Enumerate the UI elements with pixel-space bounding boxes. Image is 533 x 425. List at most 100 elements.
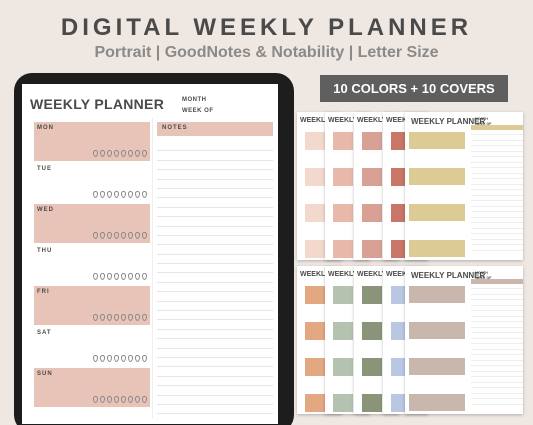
water-drop-icon[interactable] bbox=[142, 396, 147, 403]
planner-title: WEEKLY PLANNER bbox=[30, 96, 165, 112]
notes-header: NOTES bbox=[157, 122, 273, 136]
water-drop-icon[interactable] bbox=[128, 314, 133, 321]
water-drop-icon[interactable] bbox=[107, 191, 112, 198]
day-block-wed[interactable]: WED bbox=[34, 204, 150, 243]
water-drop-icon[interactable] bbox=[114, 314, 119, 321]
water-drop-icon[interactable] bbox=[93, 191, 98, 198]
water-drop-icon[interactable] bbox=[93, 396, 98, 403]
mini-planner-front: WEEKLY PLANNER MONTH WEEK OF bbox=[405, 266, 523, 414]
water-drop-icon[interactable] bbox=[121, 191, 126, 198]
mini-notes-line bbox=[471, 249, 523, 251]
water-drop-icon[interactable] bbox=[142, 314, 147, 321]
water-drop-icon[interactable] bbox=[135, 150, 140, 157]
water-drop-icon[interactable] bbox=[114, 355, 119, 362]
mini-notes-line bbox=[471, 227, 523, 229]
water-drop-icon[interactable] bbox=[114, 396, 119, 403]
notes-line bbox=[157, 245, 273, 255]
water-drop-icon[interactable] bbox=[121, 355, 126, 362]
mini-notes-line bbox=[471, 348, 523, 350]
mini-notes-line bbox=[471, 359, 523, 361]
water-drop-icon[interactable] bbox=[114, 273, 119, 280]
water-drop-icon[interactable] bbox=[128, 273, 133, 280]
mini-notes-line bbox=[471, 381, 523, 383]
water-drop-icon[interactable] bbox=[142, 150, 147, 157]
water-drop-icon[interactable] bbox=[135, 355, 140, 362]
mini-planner-title: WEEKLY bbox=[386, 117, 416, 124]
notes-line bbox=[157, 208, 273, 218]
water-drop-icon[interactable] bbox=[128, 191, 133, 198]
day-block-sun[interactable]: SUN bbox=[34, 368, 150, 407]
day-block-fri[interactable]: FRI bbox=[34, 286, 150, 325]
notes-line bbox=[157, 311, 273, 321]
water-drop-icon[interactable] bbox=[121, 232, 126, 239]
notes-line bbox=[157, 367, 273, 377]
mini-day-block bbox=[409, 168, 465, 185]
mini-notes-line bbox=[471, 216, 523, 218]
water-drop-icon[interactable] bbox=[135, 273, 140, 280]
water-drop-icon[interactable] bbox=[128, 150, 133, 157]
day-block-thu[interactable]: THU bbox=[34, 245, 150, 284]
water-drop-icon[interactable] bbox=[100, 191, 105, 198]
day-block-tue[interactable]: TUE bbox=[34, 163, 150, 202]
mini-planner-title: WEEKLY bbox=[300, 271, 330, 278]
water-drop-icon[interactable] bbox=[121, 396, 126, 403]
water-drop-icon[interactable] bbox=[100, 396, 105, 403]
water-drop-icon[interactable] bbox=[93, 232, 98, 239]
water-drop-icon[interactable] bbox=[128, 355, 133, 362]
water-drop-icon[interactable] bbox=[135, 232, 140, 239]
water-drop-icon[interactable] bbox=[107, 232, 112, 239]
water-drop-icon[interactable] bbox=[114, 191, 119, 198]
water-tracker bbox=[93, 232, 147, 239]
column-divider bbox=[152, 118, 153, 418]
water-drop-icon[interactable] bbox=[135, 396, 140, 403]
water-drop-icon[interactable] bbox=[128, 232, 133, 239]
day-block-sat[interactable]: SAT bbox=[34, 327, 150, 366]
water-drop-icon[interactable] bbox=[135, 314, 140, 321]
mini-planner-title: WEEKLY bbox=[357, 271, 387, 278]
day-label: MON bbox=[37, 125, 54, 131]
water-drop-icon[interactable] bbox=[121, 314, 126, 321]
water-drop-icon[interactable] bbox=[121, 150, 126, 157]
mini-day-block bbox=[409, 394, 465, 411]
mini-day-block bbox=[305, 240, 325, 258]
mini-notes-line bbox=[471, 205, 523, 207]
water-drop-icon[interactable] bbox=[100, 273, 105, 280]
notes-line bbox=[157, 264, 273, 274]
mini-meta: MONTH WEEK OF bbox=[475, 117, 491, 127]
water-drop-icon[interactable] bbox=[114, 232, 119, 239]
water-drop-icon[interactable] bbox=[107, 396, 112, 403]
mini-day-block bbox=[333, 358, 353, 376]
mini-notes-bar bbox=[471, 279, 523, 284]
water-drop-icon[interactable] bbox=[107, 355, 112, 362]
water-drop-icon[interactable] bbox=[93, 314, 98, 321]
notes-line bbox=[157, 217, 273, 227]
mini-planner-title: WEEKLY bbox=[386, 271, 416, 278]
water-drop-icon[interactable] bbox=[142, 273, 147, 280]
water-drop-icon[interactable] bbox=[135, 191, 140, 198]
water-drop-icon[interactable] bbox=[107, 273, 112, 280]
water-drop-icon[interactable] bbox=[93, 273, 98, 280]
water-drop-icon[interactable] bbox=[128, 396, 133, 403]
day-label: SUN bbox=[37, 371, 53, 377]
mini-day-block bbox=[362, 204, 382, 222]
water-drop-icon[interactable] bbox=[100, 150, 105, 157]
water-drop-icon[interactable] bbox=[93, 150, 98, 157]
mini-notes-line bbox=[471, 387, 523, 388]
water-drop-icon[interactable] bbox=[100, 232, 105, 239]
mini-notes-line bbox=[471, 326, 523, 328]
water-drop-icon[interactable] bbox=[114, 150, 119, 157]
water-drop-icon[interactable] bbox=[107, 314, 112, 321]
day-block-mon[interactable]: MON bbox=[34, 122, 150, 161]
water-drop-icon[interactable] bbox=[93, 355, 98, 362]
water-drop-icon[interactable] bbox=[121, 273, 126, 280]
water-drop-icon[interactable] bbox=[100, 355, 105, 362]
water-drop-icon[interactable] bbox=[142, 232, 147, 239]
water-drop-icon[interactable] bbox=[107, 150, 112, 157]
mini-notes-line bbox=[471, 233, 523, 234]
notes-line bbox=[157, 358, 273, 368]
notes-lines bbox=[157, 142, 273, 415]
mini-notes-line bbox=[471, 183, 523, 185]
water-drop-icon[interactable] bbox=[142, 355, 147, 362]
water-drop-icon[interactable] bbox=[142, 191, 147, 198]
water-drop-icon[interactable] bbox=[100, 314, 105, 321]
